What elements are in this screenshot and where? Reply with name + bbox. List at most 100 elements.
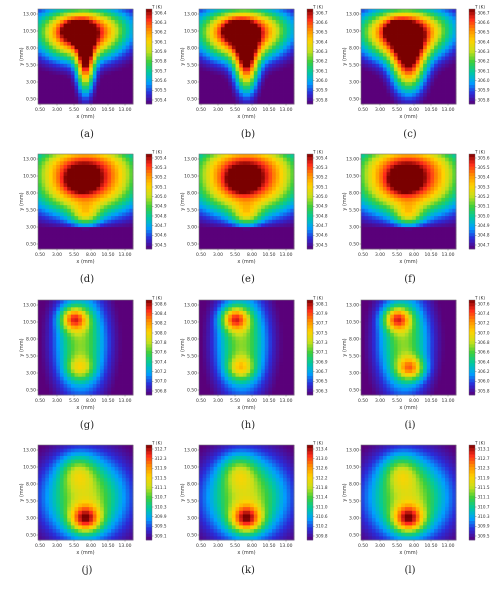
- heatmap-cell: [441, 212, 446, 217]
- heatmap-cell: [364, 100, 369, 105]
- heatmap-cell: [199, 41, 204, 46]
- heatmap-cell: [275, 212, 280, 217]
- heatmap-cell: [209, 16, 215, 21]
- heatmap-cell: [279, 197, 284, 202]
- heatmap-cell: [122, 230, 127, 235]
- heatmap-cell: [279, 238, 284, 243]
- colorbar-tick-label: 304.5: [316, 242, 328, 247]
- heatmap-cell: [445, 41, 450, 46]
- heatmap-cell: [246, 194, 251, 199]
- heatmap-cell: [48, 300, 54, 305]
- heatmap-cell: [379, 201, 384, 206]
- heatmap-cell: [231, 154, 236, 159]
- heatmap-cell: [224, 45, 229, 50]
- heatmap-cell: [118, 71, 123, 76]
- heatmap-cell: [375, 63, 380, 68]
- heatmap-cell: [48, 318, 54, 323]
- heatmap-cell: [129, 197, 134, 202]
- heatmap-cell: [426, 241, 431, 246]
- colorbar-segment: [146, 207, 152, 212]
- heatmap-cell: [100, 201, 105, 206]
- heatmap-cell: [59, 208, 64, 213]
- heatmap-cell: [56, 49, 61, 54]
- heatmap-cell: [397, 27, 402, 32]
- heatmap-cell: [239, 49, 244, 54]
- heatmap-cell: [235, 85, 240, 90]
- heatmap-cell: [129, 245, 134, 250]
- heatmap-cell: [100, 234, 105, 239]
- x-tick-label: 3.00: [52, 107, 62, 113]
- heatmap-cell: [70, 60, 75, 65]
- heatmap-cell: [250, 45, 255, 50]
- heatmap-cell: [239, 71, 244, 76]
- heatmap-cell: [67, 365, 72, 370]
- heatmap-cell: [426, 78, 431, 83]
- heatmap-cell: [74, 96, 79, 101]
- heatmap-cell: [202, 161, 207, 166]
- heatmap-cell: [122, 38, 127, 43]
- heatmap-cell: [74, 354, 79, 359]
- heatmap-cell: [122, 161, 127, 166]
- heatmap-cell: [368, 56, 373, 61]
- heatmap-cell: [59, 369, 64, 374]
- plot-frame: [360, 153, 457, 250]
- heatmap-cell: [275, 63, 280, 68]
- heatmap-cell: [423, 34, 428, 39]
- heatmap-cell: [228, 216, 233, 221]
- heatmap-cell: [78, 60, 83, 65]
- heatmap-cell: [408, 89, 413, 94]
- heatmap-cell: [85, 332, 90, 337]
- colorbar-segment: [146, 53, 152, 57]
- heatmap-cell: [290, 63, 295, 68]
- heatmap-cell: [89, 38, 94, 43]
- y-axis-label: y (mm): [180, 192, 186, 210]
- heatmap-cell: [393, 190, 398, 195]
- heatmap-cell: [283, 168, 288, 173]
- heatmap-cell: [56, 154, 61, 159]
- heatmap-cell: [45, 93, 50, 98]
- heatmap-cell: [48, 63, 54, 68]
- heatmap-cell: [38, 183, 43, 188]
- heatmap-cell: [275, 194, 280, 199]
- heatmap-cell: [100, 52, 105, 57]
- heatmap-cell: [404, 212, 409, 217]
- heatmap-cell: [38, 325, 43, 330]
- heatmap-cell: [89, 241, 94, 246]
- heatmap-cell: [268, 186, 273, 191]
- heatmap-cell: [368, 82, 373, 87]
- colorbar-tick-label: 304.8: [478, 233, 490, 238]
- heatmap-cell: [393, 183, 398, 188]
- heatmap-cell: [85, 23, 90, 28]
- colorbar-segment: [307, 188, 313, 193]
- heatmap-cell: [430, 234, 435, 239]
- heatmap-cell: [89, 384, 94, 389]
- heatmap-cell: [70, 179, 75, 184]
- heatmap-cell: [81, 23, 86, 28]
- heatmap-cell: [261, 172, 266, 177]
- heatmap-cell: [107, 12, 112, 17]
- colorbar-title: T (K): [151, 150, 162, 155]
- heatmap-cell: [114, 212, 119, 217]
- heatmap-cell: [361, 238, 366, 243]
- heatmap-cell: [114, 172, 119, 177]
- heatmap-cell: [364, 227, 369, 232]
- heatmap-cell: [70, 310, 75, 316]
- heatmap-cell: [386, 183, 391, 188]
- heatmap-cell: [423, 208, 428, 213]
- heatmap-cell: [41, 19, 46, 25]
- heatmap-cell: [390, 41, 395, 46]
- heatmap-cell: [441, 34, 446, 39]
- heatmap-cell: [118, 197, 123, 202]
- heatmap-cell: [122, 63, 127, 68]
- heatmap-cell: [114, 45, 119, 50]
- heatmap-cell: [122, 172, 127, 177]
- heatmap-cell: [56, 161, 61, 166]
- heatmap-cell: [111, 175, 116, 180]
- heatmap-cell: [100, 38, 105, 43]
- heatmap-cell: [107, 93, 112, 98]
- heatmap-cell: [96, 343, 101, 348]
- heatmap-cell: [382, 205, 387, 210]
- heatmap-cell: [375, 9, 380, 14]
- heatmap-cell: [286, 16, 291, 21]
- colorbar-segment: [307, 34, 313, 38]
